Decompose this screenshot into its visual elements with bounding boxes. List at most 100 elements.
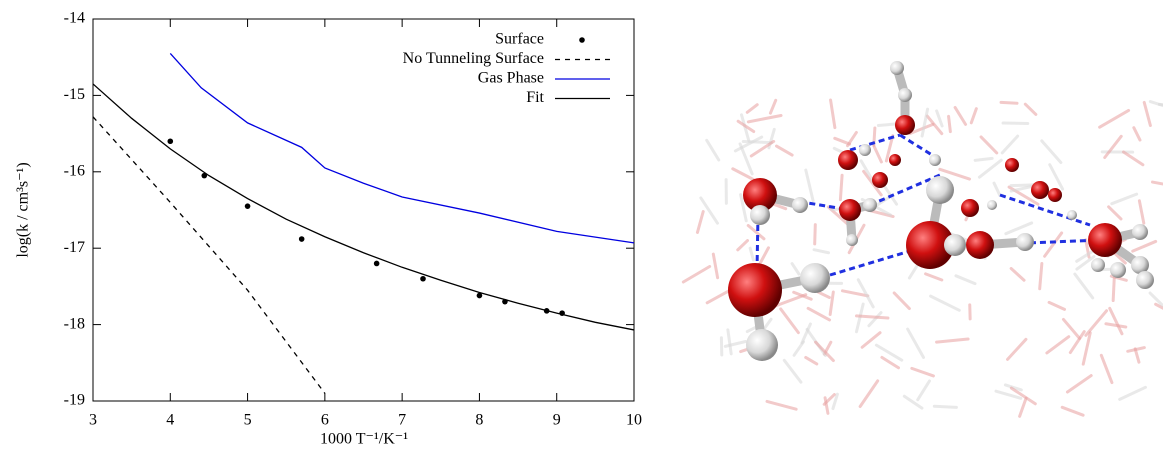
water-stick [1063, 319, 1079, 338]
atom [1016, 233, 1034, 251]
y-tick-label: -18 [64, 315, 85, 332]
water-stick [949, 116, 951, 131]
atom [1088, 223, 1122, 257]
water-stick [937, 111, 942, 126]
x-tick-label: 3 [89, 412, 97, 429]
water-stick [1139, 201, 1143, 223]
water-stick [909, 266, 916, 278]
data-point [299, 236, 305, 242]
water-stick [728, 330, 731, 354]
atom [846, 234, 858, 246]
x-tick-label: 10 [626, 412, 642, 429]
atom [838, 150, 858, 170]
water-stick [860, 381, 878, 407]
water-stick [1042, 141, 1061, 163]
water-stick [971, 109, 976, 123]
water-stick [876, 345, 901, 360]
water-stick [1020, 398, 1027, 416]
x-tick-label: 9 [553, 412, 561, 429]
data-point [374, 261, 380, 267]
legend-marker [579, 37, 585, 43]
x-axis-label: 1000 T⁻¹/K⁻¹ [320, 431, 408, 448]
water-stick [743, 141, 771, 142]
atom [792, 197, 808, 213]
water-stick [956, 276, 975, 284]
water-stick [1049, 302, 1064, 309]
water-stick [1025, 104, 1036, 114]
water-stick [937, 339, 968, 342]
x-tick-label: 7 [398, 412, 406, 429]
water-stick [869, 313, 881, 326]
atom [1031, 181, 1049, 199]
water-stick [814, 250, 828, 253]
water-stick [1002, 136, 1017, 153]
h-bond [1000, 195, 1090, 225]
atom [1136, 271, 1154, 289]
water-stick [748, 226, 764, 239]
water-stick [1144, 102, 1150, 125]
legend-label: Surface [495, 31, 544, 48]
x-tick-label: 6 [321, 412, 329, 429]
water-stick [707, 140, 719, 160]
water-stick [777, 146, 793, 155]
water-stick [1006, 223, 1032, 234]
water-stick [1152, 182, 1163, 187]
water-stick [784, 360, 801, 382]
atom [961, 199, 979, 217]
atom [728, 263, 782, 317]
atom [926, 176, 954, 204]
water-stick [1128, 348, 1145, 352]
y-tick-label: -15 [64, 86, 85, 103]
water-stick [747, 105, 757, 113]
water-stick [713, 254, 717, 278]
atom [859, 144, 871, 156]
plot-frame [93, 19, 634, 401]
water-stick [857, 316, 888, 318]
water-stick [1067, 376, 1091, 392]
water-stick [922, 109, 927, 136]
water-stick [806, 357, 817, 363]
data-point [167, 138, 173, 144]
water-stick [1101, 355, 1112, 382]
atom [1067, 210, 1077, 220]
water-stick [975, 158, 992, 160]
water-stick [1075, 274, 1093, 298]
water-stick [806, 170, 813, 201]
y-tick-label: -14 [64, 10, 85, 27]
water-stick [1047, 337, 1069, 353]
x-tick-label: 8 [475, 412, 483, 429]
water-stick [835, 138, 850, 144]
y-axis-label: log(k / cm³s⁻¹) [15, 162, 32, 257]
water-stick [874, 146, 881, 162]
x-tick-label: 5 [244, 412, 252, 429]
water-stick [818, 292, 829, 297]
water-stick [1133, 241, 1156, 251]
atom [863, 198, 877, 212]
x-tick-label: 4 [166, 412, 174, 429]
atom [750, 205, 770, 225]
y-tick-label: -19 [64, 392, 85, 409]
water-stick [1062, 407, 1083, 415]
atom [987, 200, 997, 210]
atom [839, 199, 861, 221]
atom [929, 154, 941, 166]
water-stick [912, 368, 934, 376]
water-stick [1105, 136, 1121, 157]
water-stick [1109, 207, 1121, 219]
water-stick [955, 107, 965, 124]
atom [1110, 262, 1126, 278]
series-line [170, 53, 634, 242]
water-stick [831, 100, 835, 128]
water-stick [840, 175, 842, 199]
atom [895, 115, 915, 135]
atom [872, 172, 888, 188]
atom [746, 329, 778, 361]
series-line [93, 117, 325, 394]
water-stick [882, 357, 899, 367]
atom [889, 154, 901, 166]
atom [944, 234, 966, 256]
y-tick-label: -17 [64, 239, 85, 256]
water-stick [1011, 185, 1033, 186]
water-stick [979, 160, 1001, 177]
atom [1132, 224, 1148, 240]
